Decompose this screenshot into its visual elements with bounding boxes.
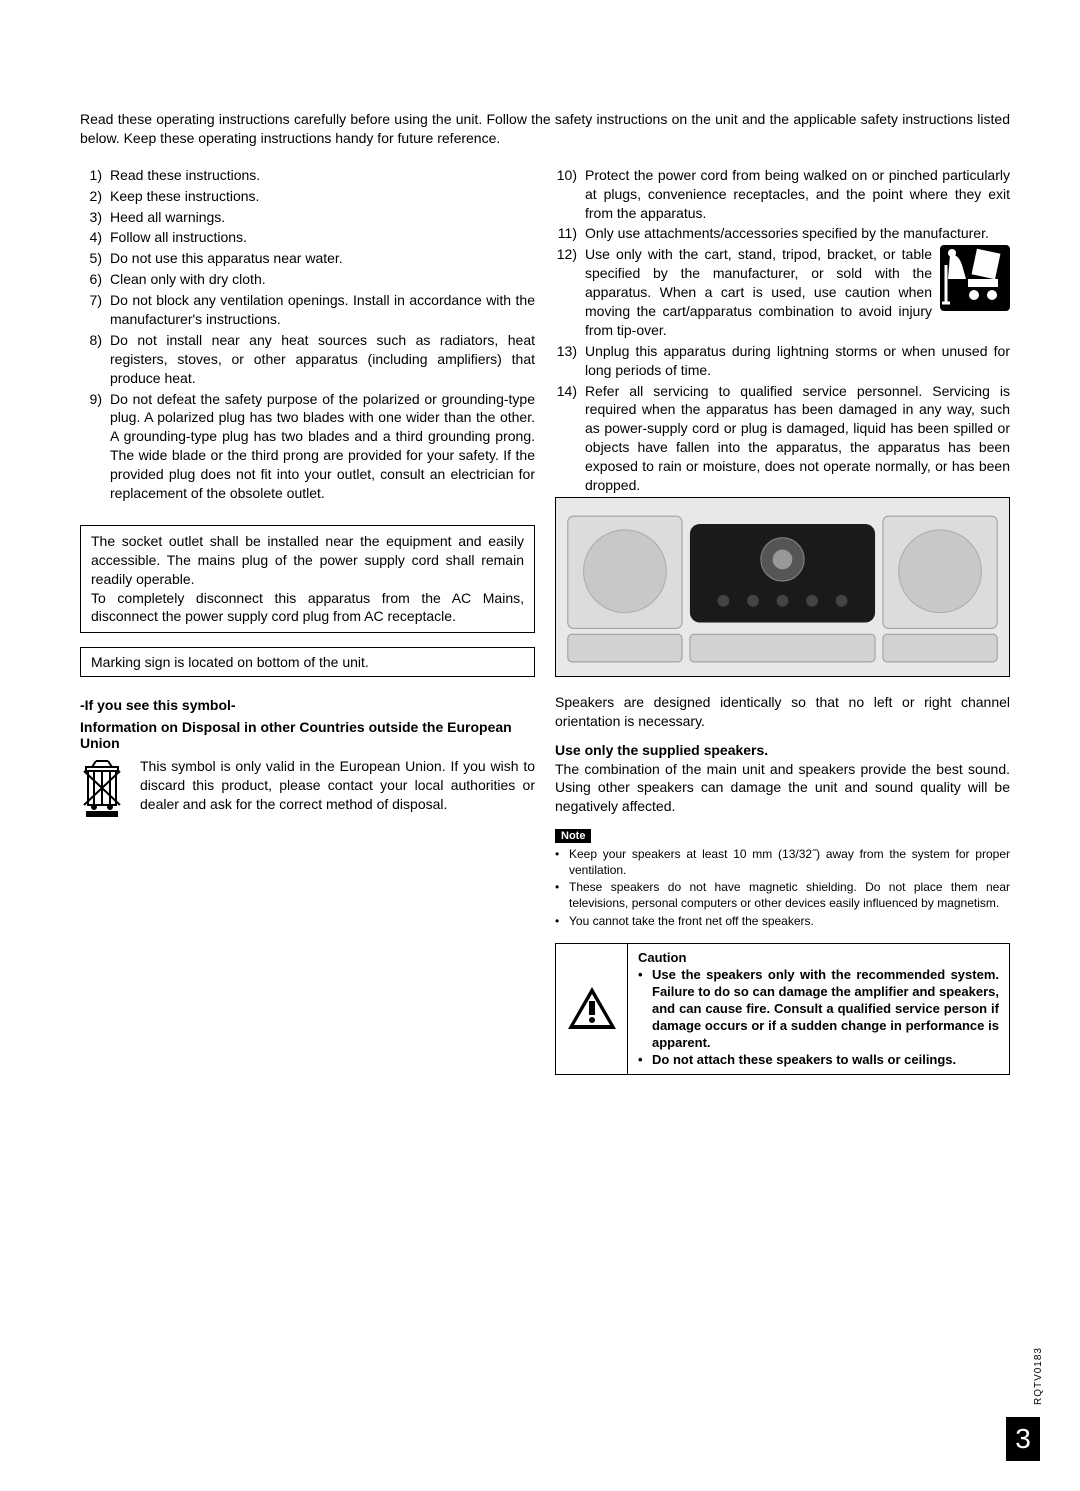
instruction-item: 5)Do not use this apparatus near water. bbox=[80, 249, 535, 268]
instruction-item: 9)Do not defeat the safety purpose of th… bbox=[80, 390, 535, 503]
instruction-item: 4)Follow all instructions. bbox=[80, 228, 535, 247]
instruction-item: 13)Unplug this apparatus during lightnin… bbox=[555, 342, 1010, 380]
use-speakers-heading: Use only the supplied speakers. bbox=[555, 742, 768, 758]
instruction-item: 11)Only use attachments/accessories spec… bbox=[555, 224, 1010, 243]
two-column-layout: 1)Read these instructions. 2)Keep these i… bbox=[80, 166, 1010, 1076]
speakers-orientation-text: Speakers are designed identically so tha… bbox=[555, 693, 1010, 731]
marking-sign-box: Marking sign is located on bottom of the… bbox=[80, 647, 535, 677]
instruction-item: 3)Heed all warnings. bbox=[80, 208, 535, 227]
note-item: You cannot take the front net off the sp… bbox=[555, 914, 1010, 930]
caution-box: Caution Use the speakers only with the r… bbox=[555, 943, 1010, 1075]
note-item: These speakers do not have magnetic shie… bbox=[555, 880, 1010, 911]
instruction-item: 8)Do not install near any heat sources s… bbox=[80, 331, 535, 388]
instructions-right: 10)Protect the power cord from being wal… bbox=[555, 166, 1010, 495]
caution-text: Caution Use the speakers only with the r… bbox=[628, 944, 1009, 1074]
caution-item: Do not attach these speakers to walls or… bbox=[638, 1052, 999, 1069]
right-column: 10)Protect the power cord from being wal… bbox=[555, 166, 1010, 1076]
warning-triangle-icon bbox=[556, 944, 628, 1074]
instruction-item: 6)Clean only with dry cloth. bbox=[80, 270, 535, 289]
instruction-item: 7)Do not block any ventilation openings.… bbox=[80, 291, 535, 329]
left-column: 1)Read these instructions. 2)Keep these i… bbox=[80, 166, 535, 1076]
use-speakers-section: Use only the supplied speakers. The comb… bbox=[555, 741, 1010, 817]
document-code: RQTV0183 bbox=[1033, 1347, 1044, 1405]
product-illustration bbox=[555, 497, 1010, 677]
caution-list: Use the speakers only with the recommend… bbox=[638, 967, 999, 1068]
instructions-left: 1)Read these instructions. 2)Keep these i… bbox=[80, 166, 535, 503]
disposal-heading: Information on Disposal in other Countri… bbox=[80, 719, 535, 751]
page-number: 3 bbox=[1006, 1417, 1040, 1461]
wheelie-bin-icon bbox=[80, 757, 128, 824]
instruction-item: 12)Use only with the cart, stand, tripod… bbox=[555, 245, 1010, 339]
caution-heading: Caution bbox=[638, 950, 999, 967]
instruction-item: 1)Read these instructions. bbox=[80, 166, 535, 185]
instruction-item: 2)Keep these instructions. bbox=[80, 187, 535, 206]
use-speakers-text: The combination of the main unit and spe… bbox=[555, 761, 1010, 815]
socket-outlet-box: The socket outlet shall be installed nea… bbox=[80, 525, 535, 633]
disposal-section: This symbol is only valid in the Europea… bbox=[80, 757, 535, 824]
note-section: Note Keep your speakers at least 10 mm (… bbox=[555, 826, 1010, 929]
intro-text: Read these operating instructions carefu… bbox=[80, 110, 1010, 148]
instruction-item: 10)Protect the power cord from being wal… bbox=[555, 166, 1010, 223]
note-label: Note bbox=[555, 829, 591, 843]
note-item: Keep your speakers at least 10 mm (13/32… bbox=[555, 847, 1010, 878]
symbol-heading: -If you see this symbol- bbox=[80, 697, 535, 713]
instruction-item: 14)Refer all servicing to qualified serv… bbox=[555, 382, 1010, 495]
note-list: Keep your speakers at least 10 mm (13/32… bbox=[555, 847, 1010, 929]
caution-item: Use the speakers only with the recommend… bbox=[638, 967, 999, 1051]
cart-tipover-icon bbox=[940, 245, 1010, 316]
disposal-text: This symbol is only valid in the Europea… bbox=[140, 757, 535, 824]
